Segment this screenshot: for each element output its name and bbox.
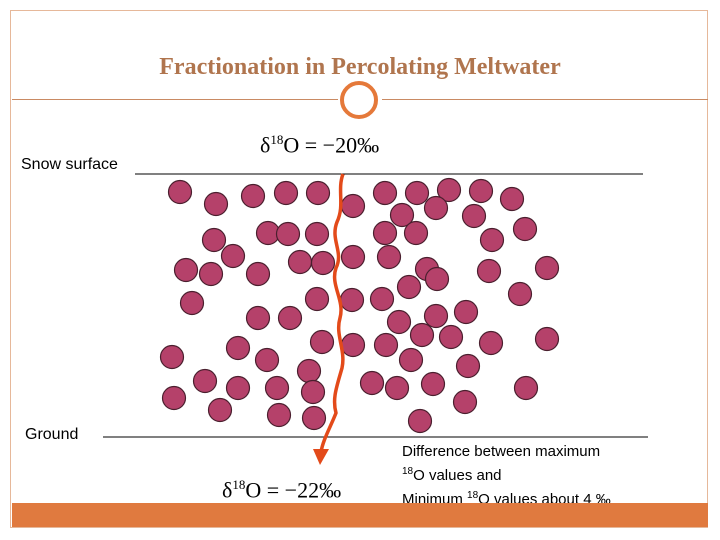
snow-grain bbox=[198, 261, 224, 287]
snow-grain bbox=[476, 258, 502, 284]
ground-label: Ground bbox=[25, 426, 79, 443]
snow-grain bbox=[304, 286, 330, 312]
slide-frame bbox=[10, 10, 708, 528]
snow-grain bbox=[296, 358, 322, 384]
snow-grain bbox=[409, 322, 435, 348]
snow-grain bbox=[420, 371, 446, 397]
meltwater-path-line bbox=[319, 173, 345, 453]
snow-grain bbox=[512, 216, 538, 242]
snow-grain bbox=[455, 353, 481, 379]
bottom-accent-bar bbox=[12, 503, 708, 527]
snow-grain bbox=[266, 402, 292, 428]
snow-grain bbox=[407, 408, 433, 434]
snow-grain bbox=[225, 335, 251, 361]
top-delta-value: δ18O = −20‰ bbox=[260, 132, 380, 158]
snow-grain bbox=[423, 195, 449, 221]
snow-grain bbox=[403, 220, 429, 246]
snow-grain bbox=[273, 180, 299, 206]
snow-grain bbox=[513, 375, 539, 401]
snow-grain bbox=[389, 202, 415, 228]
snow-grain bbox=[373, 332, 399, 358]
snow-grain bbox=[275, 221, 301, 247]
snow-grain bbox=[507, 281, 533, 307]
snow-grain bbox=[339, 287, 365, 313]
snow-grain bbox=[479, 227, 505, 253]
snow-grain bbox=[301, 405, 327, 431]
snow-grain bbox=[245, 305, 271, 331]
snow-grain bbox=[340, 332, 366, 358]
snow-grain bbox=[396, 274, 422, 300]
difference-note: Difference between maximum 18O values an… bbox=[402, 442, 611, 510]
snow-grain bbox=[220, 243, 246, 269]
snow-grain bbox=[159, 344, 185, 370]
snow-grain bbox=[264, 375, 290, 401]
note-line-1: Difference between maximum bbox=[402, 443, 601, 460]
snow-grain bbox=[309, 329, 335, 355]
snow-grain bbox=[534, 255, 560, 281]
title-rule-left bbox=[12, 99, 338, 100]
snow-grain bbox=[461, 203, 487, 229]
snow-grain bbox=[376, 244, 402, 270]
snow-grain bbox=[438, 324, 464, 350]
snow-grain bbox=[300, 379, 326, 405]
snow-grain bbox=[201, 227, 227, 253]
snow-grain bbox=[304, 221, 330, 247]
snow-grain bbox=[192, 368, 218, 394]
snow-grain bbox=[424, 266, 450, 292]
snow-grain bbox=[436, 177, 462, 203]
snow-grain bbox=[369, 286, 395, 312]
snow-grain bbox=[305, 180, 331, 206]
snow-grain bbox=[372, 220, 398, 246]
snow-grain bbox=[340, 244, 366, 270]
snow-grain bbox=[386, 309, 412, 335]
snow-grain bbox=[478, 330, 504, 356]
arrow-head-icon bbox=[313, 449, 329, 465]
snow-grain bbox=[287, 249, 313, 275]
snow-grain bbox=[225, 375, 251, 401]
circle-ornament-icon bbox=[340, 81, 378, 119]
snow-grain bbox=[423, 303, 449, 329]
snow-grain bbox=[468, 178, 494, 204]
snow-grain bbox=[534, 326, 560, 352]
snow-grain bbox=[404, 180, 430, 206]
slide-title: Fractionation in Percolating Meltwater bbox=[159, 54, 561, 80]
snow-grain bbox=[340, 193, 366, 219]
snow-grain bbox=[277, 305, 303, 331]
snow-grain bbox=[179, 290, 205, 316]
snow-grain bbox=[254, 347, 280, 373]
title-rule-right bbox=[382, 99, 708, 100]
snow-grain bbox=[203, 191, 229, 217]
snow-grain bbox=[359, 370, 385, 396]
snow-grain bbox=[173, 257, 199, 283]
snow-grain bbox=[452, 389, 478, 415]
snow-grain bbox=[453, 299, 479, 325]
snow-grain bbox=[384, 375, 410, 401]
snow-grain bbox=[398, 347, 424, 373]
meltwater-path bbox=[313, 173, 345, 465]
note-line-2: 18O values and bbox=[402, 466, 502, 484]
snow-grain bbox=[240, 183, 266, 209]
snow-grain bbox=[167, 179, 193, 205]
snow-grain bbox=[499, 186, 525, 212]
snow-grain bbox=[372, 180, 398, 206]
bottom-delta-value: δ18O = −22‰ bbox=[222, 477, 342, 503]
snow-grain bbox=[245, 261, 271, 287]
snow-grain bbox=[161, 385, 187, 411]
snow-grains bbox=[159, 177, 560, 434]
snow-grain bbox=[310, 250, 336, 276]
snow-surface-label: Snow surface bbox=[21, 156, 118, 173]
snow-grain bbox=[207, 397, 233, 423]
